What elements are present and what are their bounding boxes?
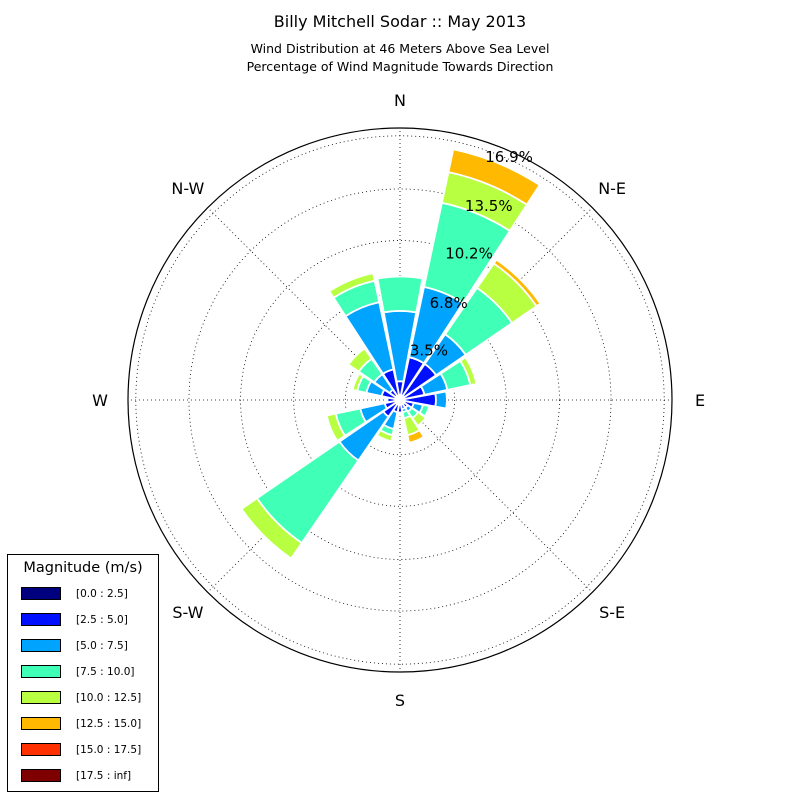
legend-label: [12.5 : 15.0] bbox=[76, 718, 142, 730]
legend-label: [17.5 : inf] bbox=[76, 770, 132, 782]
grid-spoke bbox=[399, 399, 593, 593]
radial-tick-label-1: 6.8% bbox=[430, 294, 468, 312]
wedge-sw-bin-4 bbox=[240, 497, 303, 560]
legend-label: [15.0 : 17.5] bbox=[76, 744, 142, 756]
chart-subtitle-line-1: Wind Distribution at 46 Meters Above Sea… bbox=[250, 41, 550, 56]
polar-grid bbox=[128, 128, 672, 672]
wedge-wnw-bin-4 bbox=[351, 372, 365, 392]
wedge-nnw-bin-4 bbox=[328, 272, 376, 299]
compass-label-s-w: S-W bbox=[172, 603, 203, 622]
wedge-wsw-bin-5 bbox=[324, 414, 339, 443]
wedge-nne-bin-5 bbox=[447, 148, 541, 206]
legend-swatch bbox=[21, 717, 61, 730]
wedge-nw-bin-4 bbox=[347, 347, 373, 373]
compass-label-n: N bbox=[394, 91, 406, 110]
outer-circle bbox=[127, 127, 673, 673]
legend-label: [10.0 : 12.5] bbox=[76, 692, 142, 704]
compass-label-s: S bbox=[395, 691, 405, 710]
compass-label-s-e: S-E bbox=[599, 603, 625, 622]
legend-label: [5.0 : 7.5] bbox=[76, 640, 128, 652]
wedge-n-bin-3 bbox=[376, 275, 424, 314]
wedge-e-bin-2 bbox=[434, 390, 448, 410]
legend-label: [7.5 : 10.0] bbox=[76, 666, 135, 678]
grid-ring-2 bbox=[240, 240, 560, 560]
compass-label-n-w: N-W bbox=[171, 179, 204, 198]
wedge-ssw-bin-4 bbox=[375, 428, 394, 443]
radial-tick-label-3: 13.5% bbox=[465, 197, 513, 215]
legend-swatch bbox=[21, 743, 61, 756]
legend: Magnitude (m/s) [0.0 : 2.5] [2.5 : 5.0] [5… bbox=[7, 554, 159, 792]
radial-tick-label-4: 16.9% bbox=[485, 148, 533, 166]
compass-label-w: W bbox=[92, 391, 108, 410]
wedge-sse-bin-5 bbox=[406, 428, 426, 444]
wind-rose-wedges bbox=[240, 148, 542, 560]
legend-swatch bbox=[21, 769, 61, 782]
grid-ring-0 bbox=[344, 344, 456, 456]
axis-labels: N N-E E S-E S S-W W N-W 3.5% 6.8% 10.2% 13.5% 16.9% bbox=[92, 91, 705, 710]
legend-title: Magnitude (m/s) bbox=[23, 560, 143, 576]
compass-label-n-e: N-E bbox=[598, 179, 626, 198]
wedge-ene-bin-4 bbox=[459, 356, 478, 387]
chart-title: Billy Mitchell Sodar :: May 2013 bbox=[273, 12, 527, 31]
radial-tick-label-0: 3.5% bbox=[410, 341, 448, 359]
legend-swatch bbox=[21, 665, 61, 678]
legend-swatch bbox=[21, 587, 61, 600]
legend-swatch bbox=[21, 613, 61, 626]
wedge-s-bin-3 bbox=[396, 412, 404, 417]
legend-swatch bbox=[21, 691, 61, 704]
chart-subtitle-line-2: Percentage of Wind Magnitude Towards Dir… bbox=[246, 59, 554, 74]
legend-swatch bbox=[21, 639, 61, 652]
outer-frame bbox=[127, 127, 673, 673]
grid-spoke bbox=[207, 207, 401, 401]
radial-tick-label-2: 10.2% bbox=[445, 245, 493, 263]
wedge-ne-bin-5 bbox=[492, 258, 542, 308]
legend-label: [0.0 : 2.5] bbox=[76, 588, 128, 600]
compass-label-e: E bbox=[695, 391, 705, 410]
grid-ring-3 bbox=[188, 188, 612, 612]
legend-label: [2.5 : 5.0] bbox=[76, 614, 128, 626]
